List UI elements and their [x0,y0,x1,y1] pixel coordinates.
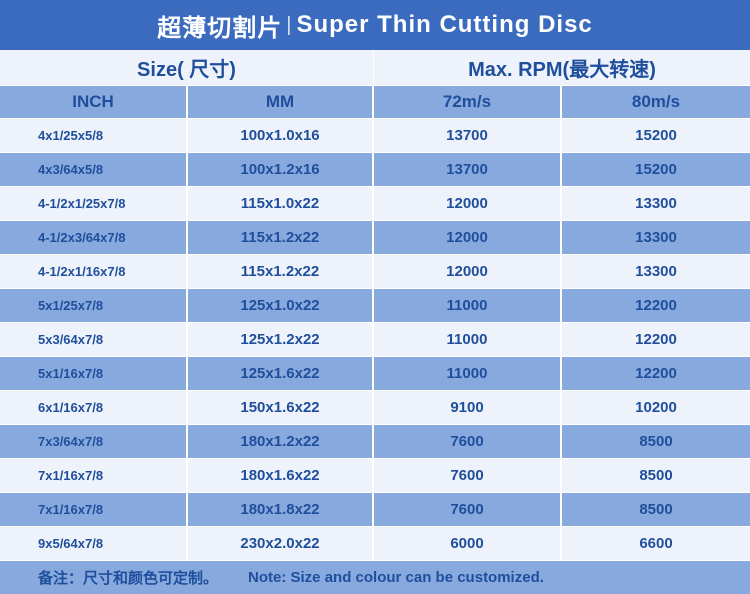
table-row: 4-1/2x1/25x7/8 115x1.0x22 12000 13300 [0,186,750,220]
table-title: 超薄切割片 | Super Thin Cutting Disc [0,0,750,50]
cell-mm: 230x2.0x22 [188,527,374,560]
table-row: 4x3/64x5/8 100x1.2x16 13700 15200 [0,152,750,186]
cell-rpm-80: 8500 [639,433,673,450]
title-separator: | [286,13,293,36]
cell-inch: 5x1/25x7/8 [0,289,188,322]
group-header-row: Size( 尺寸) Max. RPM(最大转速) [0,50,750,85]
footer-note-cn: 备注：尺寸和颜色可定制。 [38,570,219,587]
cell-inch: 5x1/16x7/8 [0,357,188,390]
cell-rpm-72: 7600 [374,459,562,492]
footer-note-en: Note: Size and colour can be customized. [248,569,544,586]
cell-mm: 115x1.2x22 [188,221,374,254]
cell-rpm-72: 12000 [374,221,562,254]
cell-rpm-72: 11000 [374,323,562,356]
cell-inch: 4x1/25x5/8 [0,119,188,152]
cell-inch: 5x3/64x7/8 [0,323,188,356]
cell-inch: 4-1/2x1/16x7/8 [0,255,188,288]
size-group-header: Size( 尺寸) [0,50,374,85]
cell-rpm-80: 8500 [639,501,673,518]
cell-mm: 115x1.2x22 [188,255,374,288]
cell-mm: 180x1.6x22 [188,459,374,492]
table-row: 5x1/25x7/8 125x1.0x22 11000 12200 [0,288,750,322]
cell-rpm-72: 11000 [374,289,562,322]
table-row: 5x1/16x7/8 125x1.6x22 11000 12200 [0,356,750,390]
cell-rpm-72: 13700 [374,153,562,186]
rpm-group-header: Max. RPM(最大转速) [468,59,656,81]
header-inch: INCH [0,86,188,118]
header-80ms: 80m/s [631,92,681,111]
cell-rpm-80: 8500 [639,467,673,484]
table-row: 4x1/25x5/8 100x1.0x16 13700 15200 [0,118,750,152]
header-mm: MM [188,86,374,118]
cell-rpm-80: 6600 [639,535,673,552]
cell-rpm-72: 7600 [374,425,562,458]
cell-rpm-72: 13700 [374,119,562,152]
cell-mm: 150x1.6x22 [188,391,374,424]
cell-rpm-72: 6000 [374,527,562,560]
title-cn: 超薄切割片 [157,14,283,42]
cell-mm: 100x1.2x16 [188,153,374,186]
cell-mm: 125x1.2x22 [188,323,374,356]
cell-rpm-80: 10200 [635,399,677,416]
cell-inch: 7x3/64x7/8 [0,425,188,458]
cell-mm: 180x1.2x22 [188,425,374,458]
cell-rpm-80: 12200 [635,297,677,314]
cell-rpm-72: 7600 [374,493,562,526]
cell-rpm-80: 13300 [635,195,677,212]
cell-inch: 7x1/16x7/8 [0,493,188,526]
table-row: 7x1/16x7/8 180x1.6x22 7600 8500 [0,458,750,492]
cell-mm: 115x1.0x22 [188,187,374,220]
cell-inch: 9x5/64x7/8 [0,527,188,560]
cell-rpm-72: 12000 [374,255,562,288]
cell-mm: 125x1.0x22 [188,289,374,322]
cell-rpm-72: 9100 [374,391,562,424]
cell-inch: 7x1/16x7/8 [0,459,188,492]
cell-rpm-80: 12200 [635,365,677,382]
cell-rpm-80: 15200 [635,161,677,178]
table-row: 4-1/2x1/16x7/8 115x1.2x22 12000 13300 [0,254,750,288]
cell-rpm-80: 13300 [635,229,677,246]
cell-mm: 180x1.8x22 [188,493,374,526]
table-row: 4-1/2x3/64x7/8 115x1.2x22 12000 13300 [0,220,750,254]
table-row: 9x5/64x7/8 230x2.0x22 6000 6600 [0,526,750,560]
table-row: 7x1/16x7/8 180x1.8x22 7600 8500 [0,492,750,526]
table-body: 4x1/25x5/8 100x1.0x16 13700 15200 4x3/64x5/8… [0,118,750,560]
cell-inch: 6x1/16x7/8 [0,391,188,424]
cell-inch: 4x3/64x5/8 [0,153,188,186]
cell-rpm-80: 13300 [635,263,677,280]
cell-inch: 4-1/2x1/25x7/8 [0,187,188,220]
cell-rpm-72: 12000 [374,187,562,220]
header-72ms: 72m/s [374,86,562,118]
cell-rpm-80: 15200 [635,127,677,144]
column-header-row: INCH MM 72m/s 80m/s [0,85,750,118]
cell-rpm-80: 12200 [635,331,677,348]
footer-note: 备注：尺寸和颜色可定制。 Note: Size and colour can b… [0,560,750,594]
table-row: 5x3/64x7/8 125x1.2x22 11000 12200 [0,322,750,356]
cell-rpm-72: 11000 [374,357,562,390]
table-row: 7x3/64x7/8 180x1.2x22 7600 8500 [0,424,750,458]
table-row: 6x1/16x7/8 150x1.6x22 9100 10200 [0,390,750,424]
cell-mm: 125x1.6x22 [188,357,374,390]
cell-mm: 100x1.0x16 [188,119,374,152]
title-en: Super Thin Cutting Disc [296,11,593,38]
cell-inch: 4-1/2x3/64x7/8 [0,221,188,254]
